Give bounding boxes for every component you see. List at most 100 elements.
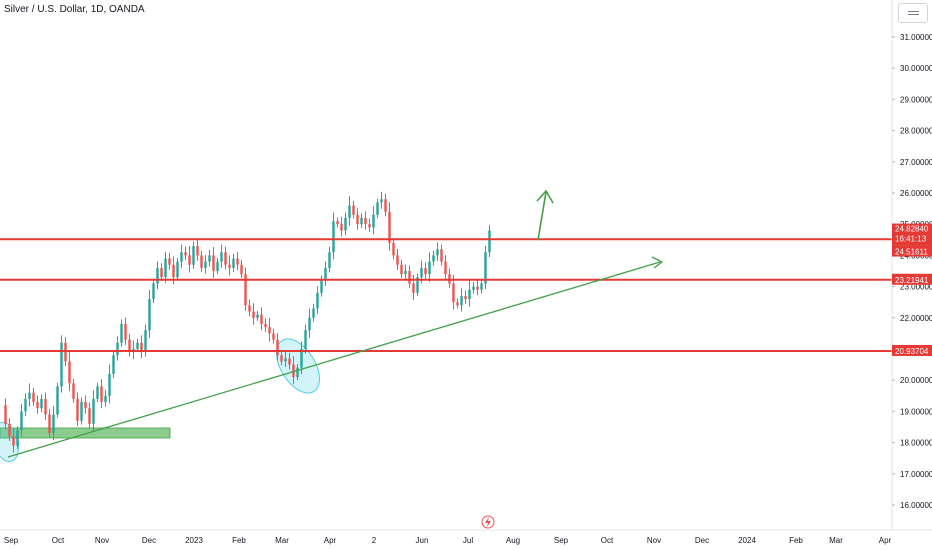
candle-body: [480, 283, 483, 290]
candle: [12, 427, 15, 453]
candle: [60, 335, 63, 393]
candle: [120, 319, 123, 347]
candle-body: [180, 252, 183, 262]
candle: [180, 244, 183, 268]
candle: [444, 255, 447, 280]
time-tick-label: Nov: [647, 536, 661, 545]
candle: [336, 217, 339, 228]
candle-body: [196, 246, 199, 256]
time-tick-label: Apr: [324, 536, 337, 545]
candle: [148, 289, 151, 339]
candle: [176, 257, 179, 281]
candle-body: [212, 255, 215, 271]
level-price-label: 24.51611: [892, 245, 932, 257]
candle: [20, 403, 23, 437]
candle-body: [16, 430, 19, 446]
candle: [240, 260, 243, 279]
candle-body: [232, 258, 235, 268]
candle-body: [340, 224, 343, 231]
candle: [260, 307, 263, 331]
candle: [280, 350, 283, 366]
candle-body: [460, 295, 463, 306]
candle-body: [308, 317, 311, 331]
candle: [216, 257, 219, 275]
price-tick-label: 28.00000: [900, 127, 932, 136]
level-lines-layer: [0, 238, 892, 352]
candle-body: [124, 324, 127, 340]
price-tick-label: 17.00000: [900, 470, 932, 479]
candle-body: [176, 261, 179, 278]
candle-body: [40, 398, 43, 409]
candle-body: [204, 261, 207, 268]
candle-body: [84, 402, 87, 409]
candle: [208, 249, 211, 267]
level-price-value: 20.93704: [895, 347, 929, 356]
candle-body: [68, 361, 71, 384]
candle-body: [128, 339, 131, 353]
candle: [476, 280, 479, 296]
candle: [356, 208, 359, 230]
time-tick-label: Oct: [52, 536, 65, 545]
price-tick-label: 27.00000: [900, 158, 932, 167]
candle: [368, 218, 371, 232]
price-tick-label: 29.00000: [900, 95, 932, 104]
candle-body: [44, 398, 47, 415]
candle: [432, 250, 435, 266]
price-tick-label: 30.00000: [900, 64, 932, 73]
candle-body: [140, 342, 143, 353]
candle-body: [236, 258, 239, 265]
candle: [88, 402, 91, 429]
candle-body: [144, 330, 147, 353]
level-price-bg: [892, 273, 932, 285]
candle: [56, 382, 59, 418]
candle: [160, 263, 163, 282]
time-tick-label: Dec: [142, 536, 156, 545]
candle-body: [396, 255, 399, 265]
candle-body: [484, 252, 487, 284]
candle-body: [408, 271, 411, 284]
time-tick-label: Aug: [506, 536, 520, 545]
price-tick-label: 19.00000: [900, 407, 932, 416]
candle-body: [380, 199, 383, 203]
candle: [80, 397, 83, 425]
level-price-label: 20.93704: [892, 344, 932, 356]
price-tick-label: 23.00000: [900, 283, 932, 292]
candle-body: [96, 386, 99, 399]
candle: [32, 388, 35, 406]
candle-body: [172, 264, 175, 278]
candle-body: [316, 292, 319, 309]
candle-body: [468, 289, 471, 300]
candle: [188, 246, 191, 273]
candle-body: [444, 261, 447, 275]
candle-body: [420, 267, 423, 278]
settings-menu-button[interactable]: [898, 3, 928, 23]
candle-body: [244, 274, 247, 306]
candle: [464, 290, 467, 304]
candle-body: [92, 398, 95, 424]
candle: [128, 334, 131, 357]
candle-body: [20, 411, 23, 431]
candle-body: [304, 330, 307, 349]
trendline-layer: [7, 256, 664, 458]
candle: [272, 328, 275, 344]
time-tick-label: Jul: [463, 536, 473, 545]
candle: [248, 299, 251, 317]
candle-body: [188, 255, 191, 265]
candle-body: [416, 277, 419, 293]
candle: [220, 244, 223, 268]
candle: [140, 335, 143, 359]
level-price-bg: [892, 245, 932, 257]
candle-body: [120, 324, 123, 343]
candle: [276, 333, 279, 361]
candle-body: [136, 342, 139, 349]
candle-body: [12, 436, 15, 446]
candle: [312, 303, 315, 322]
candle-body: [116, 342, 119, 356]
candle: [316, 286, 319, 314]
candle-body: [284, 358, 287, 362]
candle-body: [52, 414, 55, 434]
candle: [228, 255, 231, 276]
